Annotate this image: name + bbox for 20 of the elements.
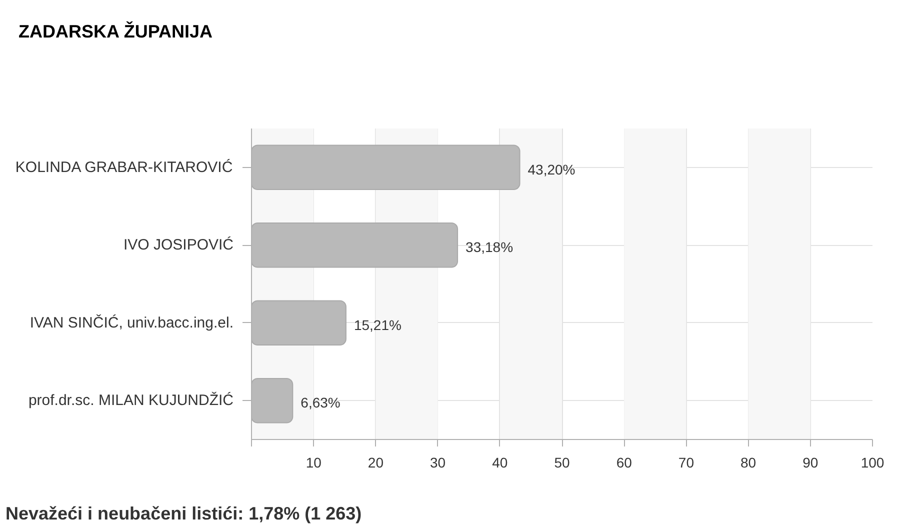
y-tick-label: KOLINDA GRABAR-KITAROVIĆ [15, 158, 233, 176]
chart-title: ZADARSKA ŽUPANIJA [18, 20, 213, 42]
x-tick-label: 50 [554, 454, 570, 470]
x-tick-label: 60 [616, 454, 632, 470]
data-label: 43,20% [528, 161, 576, 178]
x-tick-label: 30 [430, 454, 446, 470]
data-label: 15,21% [354, 316, 402, 333]
text: Nevažeći i neubačeni listići: 1,78% (1 263) [6, 504, 362, 524]
x-tick-label: 20 [368, 454, 384, 470]
y-tick-label: IVO JOSIPOVIĆ [123, 236, 234, 254]
x-tick-label: 10 [306, 454, 322, 470]
x-tick-label: 90 [802, 454, 818, 470]
x-tick-label: 40 [492, 454, 508, 470]
x-tick-label: 70 [678, 454, 694, 470]
x-tick-label: 100 [860, 454, 884, 470]
data-label: 6,63% [300, 394, 340, 411]
y-tick-label: prof.dr.sc. MILAN KUJUNDŽIĆ [28, 391, 234, 410]
x-tick-label: 80 [740, 454, 756, 470]
data-label: 33,18% [466, 239, 514, 256]
y-tick-label: IVAN SINČIĆ, univ.bacc.ing.el. [30, 313, 234, 332]
